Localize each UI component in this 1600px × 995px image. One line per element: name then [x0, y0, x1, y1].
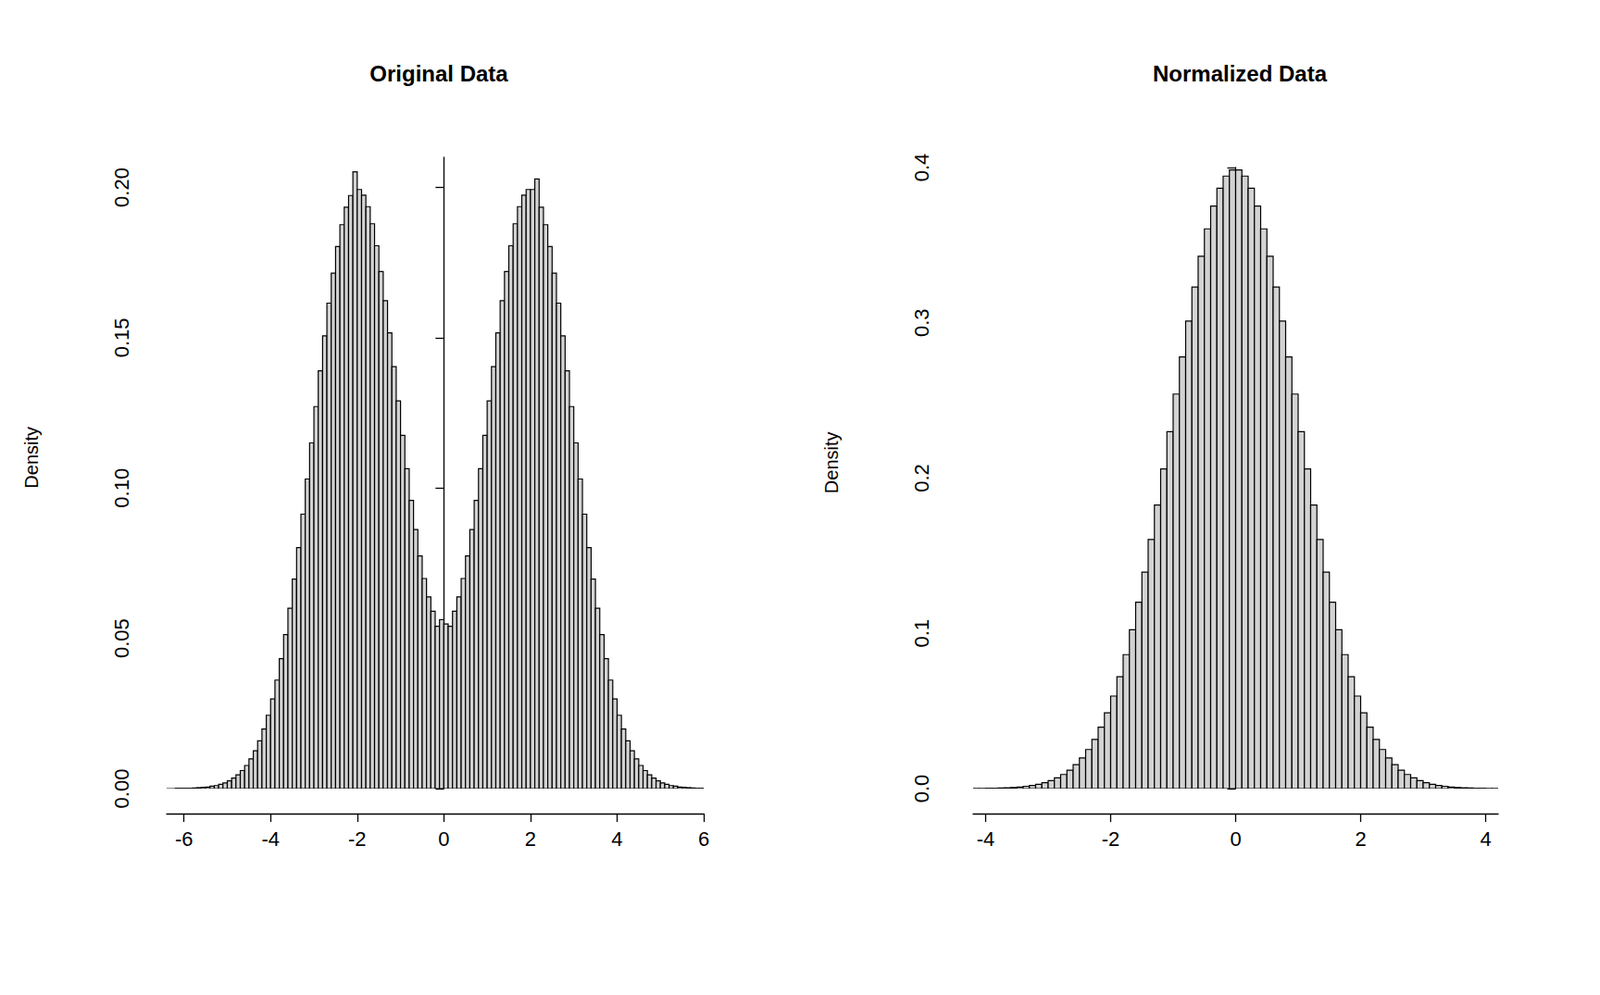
svg-text:0.2: 0.2 [910, 463, 934, 493]
svg-text:4: 4 [1479, 827, 1491, 851]
svg-text:-4: -4 [261, 827, 280, 851]
svg-text:-4: -4 [976, 827, 996, 851]
svg-text:0.3: 0.3 [910, 308, 934, 338]
svg-text:-6: -6 [175, 827, 194, 851]
svg-text:0.15: 0.15 [110, 317, 134, 358]
svg-text:0.20: 0.20 [110, 167, 134, 208]
svg-text:4: 4 [611, 827, 623, 851]
svg-text:0: 0 [437, 827, 450, 851]
svg-text:6: 6 [698, 827, 710, 851]
svg-text:Density: Density [21, 426, 42, 489]
svg-text:Density: Density [821, 431, 842, 494]
svg-text:-2: -2 [348, 827, 367, 851]
svg-text:2: 2 [1354, 827, 1366, 851]
svg-text:0.0: 0.0 [910, 775, 934, 804]
svg-text:Original Data: Original Data [369, 61, 509, 87]
svg-text:0.4: 0.4 [910, 153, 934, 183]
svg-text:0.10: 0.10 [110, 468, 134, 509]
svg-text:Normalized Data: Normalized Data [1152, 61, 1328, 87]
svg-text:2: 2 [525, 827, 537, 851]
svg-text:0.1: 0.1 [910, 619, 934, 649]
svg-text:0.05: 0.05 [110, 618, 134, 659]
svg-text:0.00: 0.00 [110, 769, 134, 810]
svg-text:-2: -2 [1101, 827, 1121, 851]
svg-text:0: 0 [1229, 827, 1241, 851]
